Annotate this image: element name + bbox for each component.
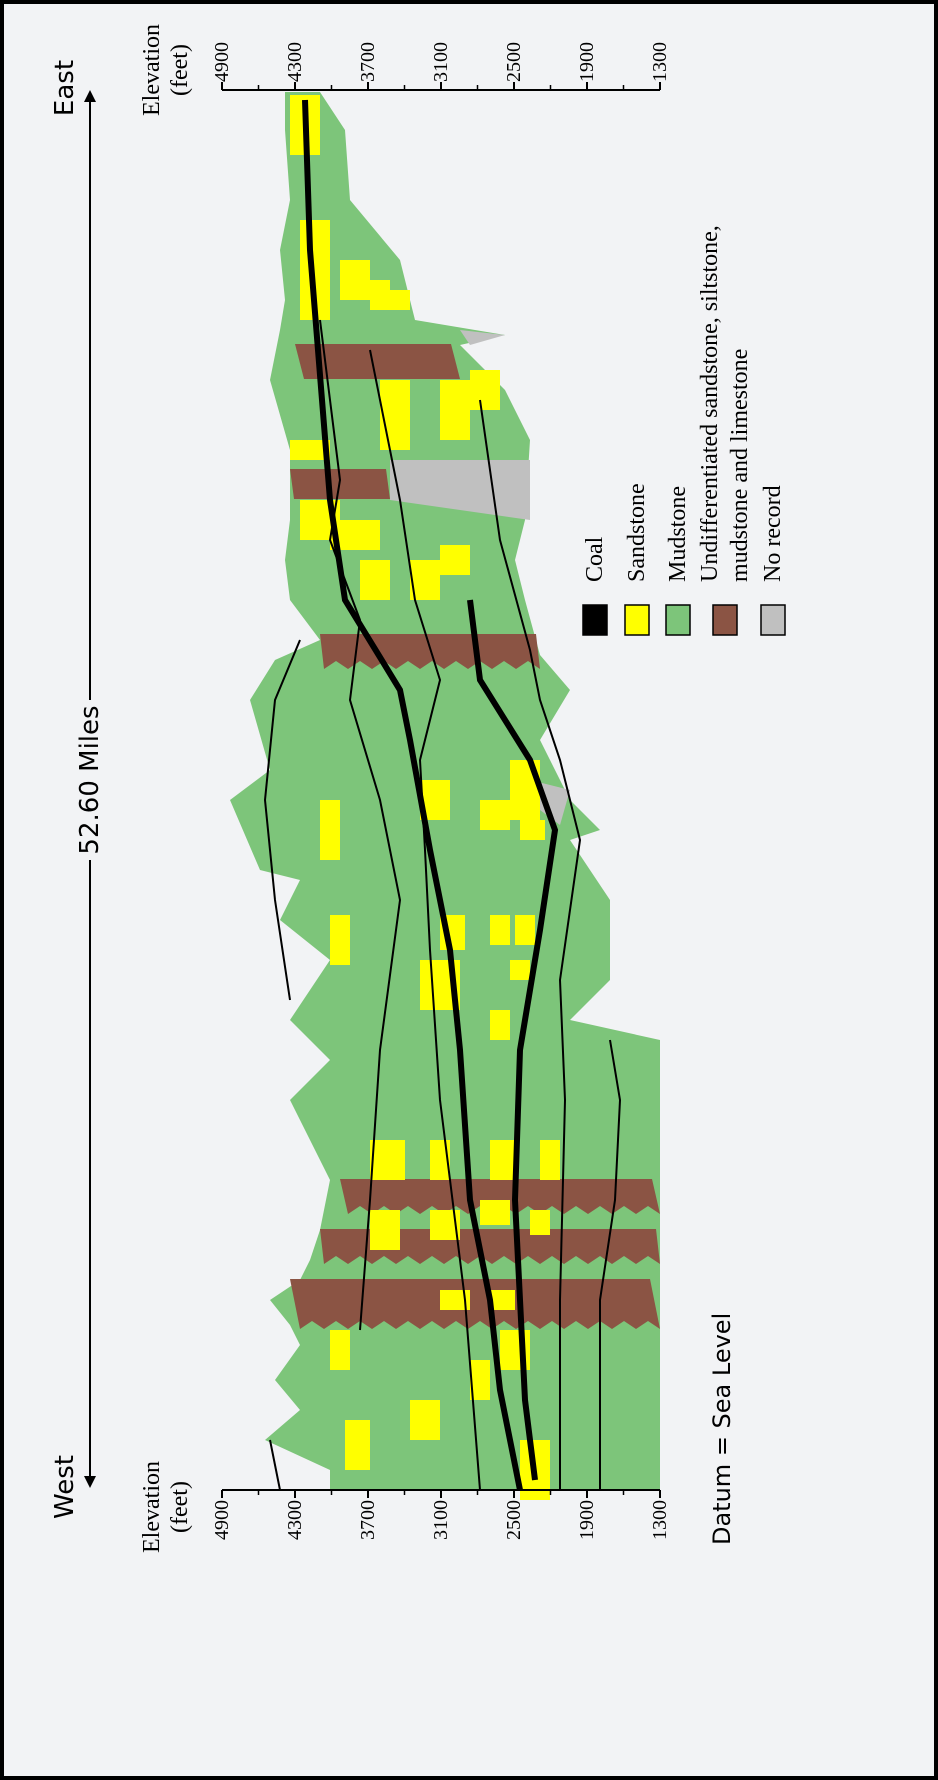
east-label: East [50,60,80,116]
tick-label: 2500 [503,1500,525,1540]
sandstone [490,915,510,945]
datum-note: Datum = Sea Level [708,1313,736,1545]
sandstone [510,960,530,980]
sandstone [370,280,390,310]
legend-label: Sandstone [624,483,650,582]
sandstone [530,1210,550,1235]
sandstone [480,800,510,830]
sandstone [320,800,340,860]
tick-label: 1300 [649,42,671,82]
legend-label: Mudstone [665,486,691,582]
sandstone [440,545,470,575]
tick-label: 3100 [430,1500,452,1540]
tick-label: 3700 [357,1500,379,1540]
sandstone [440,380,470,440]
sandstone [340,260,370,300]
sandstone [480,1200,510,1225]
tick-label: 4900 [211,1500,233,1540]
sandstone [370,1140,405,1180]
sandstone [345,1420,370,1470]
legend-swatch [583,605,607,635]
legend-label: Undifferentiated sandstone, siltstone, [697,225,723,582]
sandstone [330,1330,350,1370]
undifferentiated-band [290,1279,660,1329]
tick-label: 4300 [284,42,306,82]
sandstone [360,560,390,600]
sandstone [410,1400,440,1440]
tick-label: 3700 [357,42,379,82]
legend-swatch [666,605,690,635]
sandstone [390,290,410,310]
axis-title: (feet) [167,1481,193,1533]
sandstone [490,1010,510,1040]
axis-title: Elevation [139,24,165,116]
legend-label: Coal [582,536,608,582]
legend-swatch [713,605,737,635]
legend-label: mudstone and limestone [727,349,753,582]
sandstone [330,915,350,965]
sandstone [370,1210,400,1250]
tick-label: 1900 [576,42,598,82]
sandstone [540,1140,560,1180]
tick-label: 1300 [649,1500,671,1540]
axis-title: (feet) [167,44,193,96]
sandstone [380,380,410,450]
west-label: West [50,1455,80,1519]
tick-label: 2500 [503,42,525,82]
sandstone [515,915,535,945]
sandstone [520,820,545,840]
tick-label: 4900 [211,42,233,82]
tick-label: 3100 [430,42,452,82]
sandstone [470,370,500,410]
legend-swatch [761,605,785,635]
tick-label: 1900 [576,1500,598,1540]
cross-section: 52.60 Miles West East Datum = Sea Level … [0,0,938,1780]
axis-title: Elevation [139,1461,165,1553]
distance-label: 52.60 Miles [75,705,105,854]
legend-label: No record [760,485,786,582]
sandstone [490,1140,515,1180]
tick-label: 4300 [284,1500,306,1540]
legend-swatch [625,605,649,635]
